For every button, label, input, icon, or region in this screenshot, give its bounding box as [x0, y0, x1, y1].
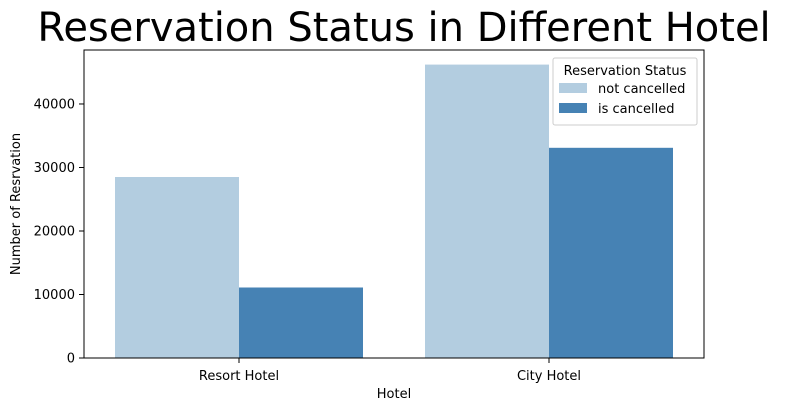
y-tick-label: 20000 — [34, 224, 75, 239]
y-tick-label: 10000 — [34, 288, 75, 303]
legend-swatch-is-cancelled — [559, 103, 587, 113]
x-axis: Resort Hotel City Hotel — [199, 358, 581, 384]
bar-resort-hotel-is-cancelled — [239, 287, 363, 358]
y-tick-label: 0 — [67, 352, 75, 367]
legend: Reservation Status not cancelled is cance… — [552, 57, 698, 126]
x-axis-label: Hotel — [377, 387, 411, 402]
legend-items: not cancelled is cancelled — [559, 82, 685, 117]
bar-city-hotel-not-cancelled — [425, 64, 549, 358]
x-tick-label: Resort Hotel — [199, 369, 279, 384]
x-tick-label: City Hotel — [517, 369, 581, 384]
y-tick-label: 30000 — [34, 161, 75, 176]
bars-layer — [115, 64, 673, 358]
legend-label-is-cancelled: is cancelled — [598, 102, 675, 117]
bar-city-hotel-is-cancelled — [549, 147, 673, 358]
bar-resort-hotel-not-cancelled — [115, 177, 239, 358]
legend-box — [552, 57, 698, 126]
y-tick-label: 40000 — [34, 97, 75, 112]
legend-label-not-cancelled: not cancelled — [598, 82, 685, 97]
legend-title: Reservation Status — [564, 64, 687, 79]
chart-title: Reservation Status in Different Hotel — [37, 5, 770, 51]
y-axis-label: Number of Resrvation — [9, 133, 24, 275]
plot-frame — [83, 49, 705, 359]
y-axis: 0 10000 20000 30000 40000 — [34, 97, 84, 367]
legend-swatch-not-cancelled — [559, 83, 587, 93]
